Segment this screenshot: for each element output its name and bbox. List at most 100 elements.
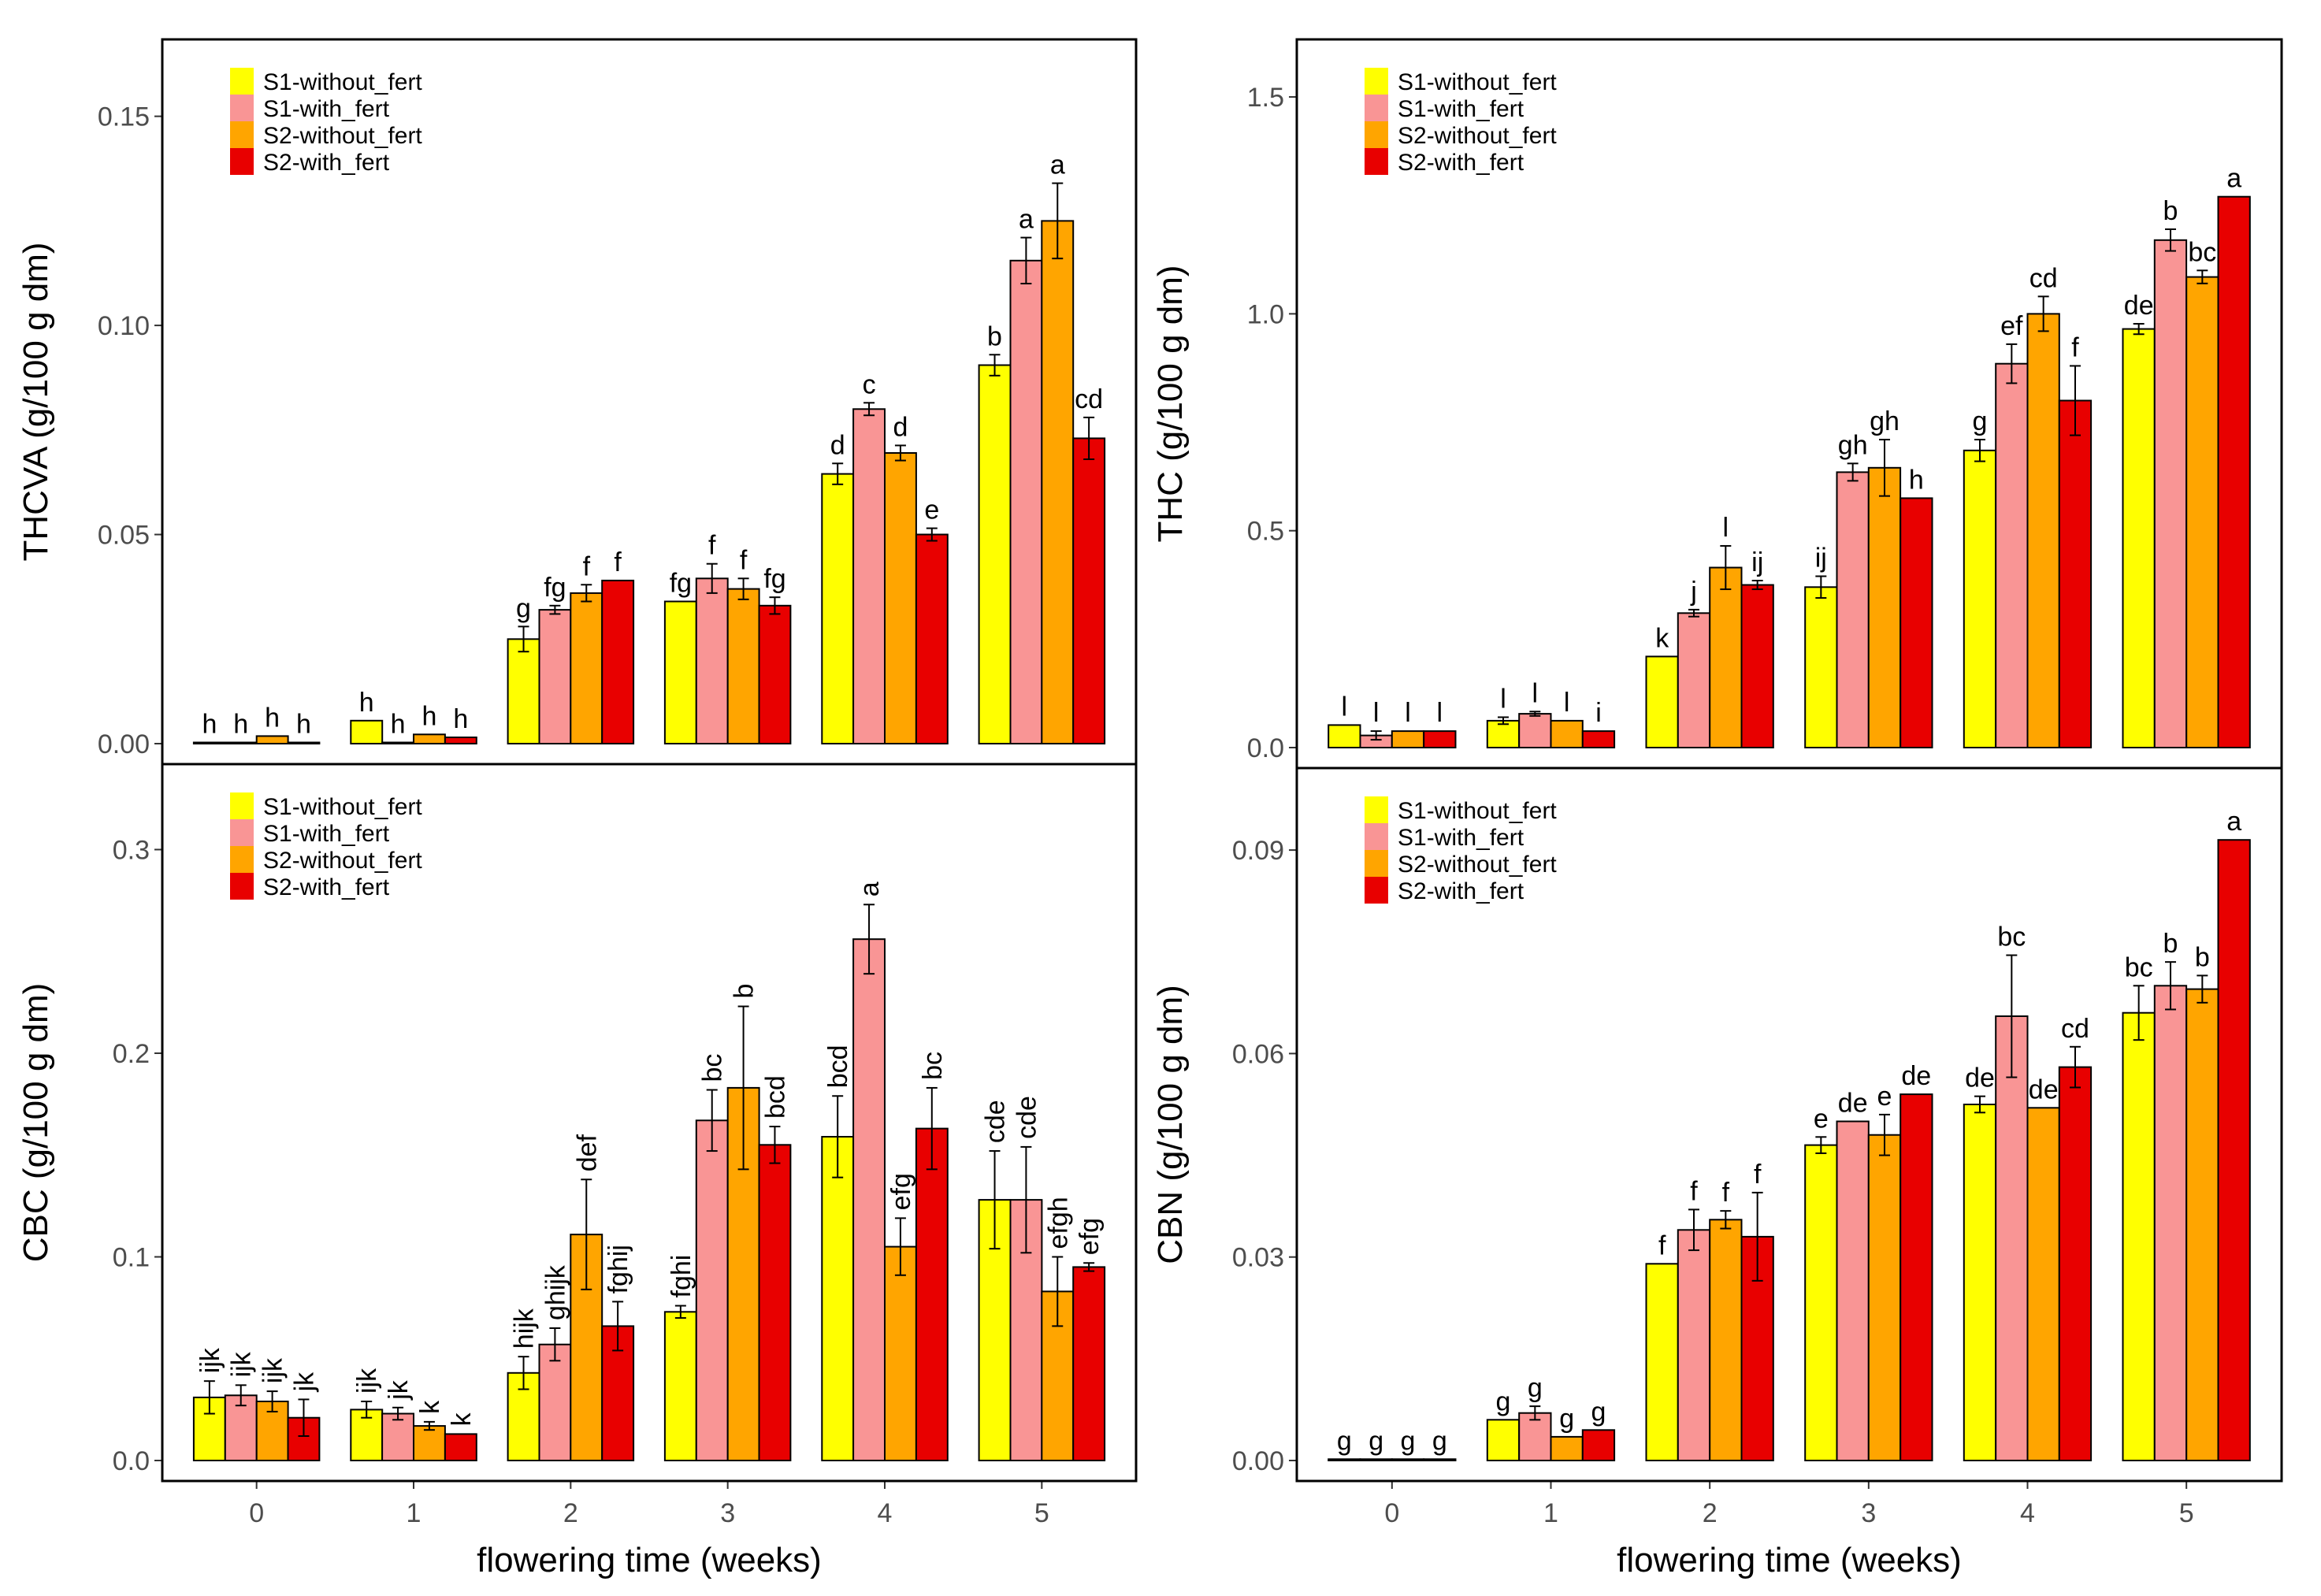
significance-letter: cd [2029, 263, 2058, 293]
significance-letter: bc [2125, 952, 2153, 982]
bar [1550, 719, 1584, 749]
bar [2153, 239, 2188, 748]
significance-letter: b [2163, 929, 2178, 959]
x-tick-label: 2 [563, 1498, 578, 1528]
bar [1391, 730, 1425, 748]
significance-letter: l [1532, 678, 1539, 708]
legend-swatch [1365, 95, 1388, 121]
significance-letter: a [2226, 807, 2241, 837]
bar [915, 1127, 949, 1461]
legend-label: S1-without_fert [1398, 798, 1557, 824]
bar [695, 1119, 729, 1462]
y-axis-title: CBC (g/100 g dm) [17, 983, 55, 1263]
bar [884, 1245, 917, 1461]
bar [1645, 1263, 1679, 1462]
x-tick-label: 5 [1034, 1498, 1049, 1528]
significance-letter: a [1019, 205, 1034, 235]
x-tick-label: 1 [1543, 1498, 1558, 1528]
legend-label: S2-with_fert [1398, 150, 1524, 176]
significance-letter: fg [763, 564, 785, 594]
bar [2217, 839, 2251, 1461]
bar [1486, 719, 1521, 749]
bar [192, 741, 226, 744]
significance-letter: f [1658, 1230, 1666, 1260]
bar [1867, 466, 1902, 748]
y-tick-label: 1.0 [1247, 299, 1284, 329]
significance-letter: g [1559, 1404, 1574, 1434]
significance-letter: h [391, 710, 406, 740]
bar [663, 600, 697, 744]
significance-letter: f [1690, 1176, 1698, 1206]
significance-letter: bc [2188, 237, 2216, 267]
legend-swatch [230, 819, 254, 846]
significance-letter: bc [918, 1052, 948, 1080]
significance-letter: gh [1838, 430, 1868, 460]
significance-letter: g [516, 593, 531, 623]
significance-letter: bc [698, 1054, 728, 1082]
bar [1900, 497, 1933, 749]
y-tick-label: 0.06 [1232, 1039, 1284, 1069]
bar [1072, 437, 1106, 745]
bar [224, 741, 258, 744]
bar [884, 452, 917, 744]
significance-letter: b [2163, 196, 2178, 226]
significance-letter: ijk [195, 1347, 225, 1373]
significance-letter: l [1405, 698, 1411, 728]
x-tick-label: 5 [2179, 1498, 2194, 1528]
significance-letter: h [296, 710, 311, 740]
y-tick-label: 0.00 [1232, 1446, 1284, 1476]
bar [1963, 1104, 1997, 1461]
legend-swatch [1365, 796, 1388, 823]
bar [1359, 1458, 1393, 1462]
bar [695, 577, 729, 744]
significance-letter: c [863, 369, 876, 399]
significance-letter: cde [981, 1100, 1011, 1143]
x-tick-label: 4 [878, 1498, 893, 1528]
significance-letter: cd [1075, 384, 1103, 414]
legend-label: S1-with_fert [263, 96, 390, 122]
legend-swatch [230, 846, 254, 873]
x-axis-title: flowering time (weeks) [477, 1541, 822, 1579]
legend-swatch [1365, 823, 1388, 850]
significance-letter: a [2226, 164, 2241, 194]
bar [1423, 730, 1457, 748]
significance-letter: g [1368, 1426, 1383, 1456]
significance-letter: hijk [510, 1308, 540, 1349]
x-axis-title: flowering time (weeks) [1617, 1541, 1962, 1579]
bar [413, 1425, 446, 1461]
significance-letter: h [202, 710, 217, 740]
significance-letter: f [583, 551, 591, 581]
bar [1391, 1458, 1425, 1462]
legend-label: S1-without_fert [263, 69, 422, 95]
significance-letter: h [421, 701, 436, 731]
bar [444, 1433, 477, 1462]
y-tick-label: 0.1 [113, 1242, 150, 1272]
legend-swatch [230, 148, 254, 175]
legend-swatch [230, 792, 254, 819]
bar [1709, 566, 1743, 748]
significance-letter: h [359, 688, 374, 718]
legend-swatch [230, 95, 254, 121]
significance-letter: de [1965, 1063, 1995, 1093]
bar [2185, 988, 2219, 1461]
bar [1900, 1093, 1933, 1461]
significance-letter: l [1373, 698, 1380, 728]
x-tick-label: 4 [2020, 1498, 2035, 1528]
significance-letter: g [1973, 406, 1988, 436]
significance-letter: f [1722, 1178, 1730, 1208]
bar [726, 1086, 760, 1462]
legend-label: S2-with_fert [1398, 878, 1524, 904]
significance-letter: b [987, 321, 1002, 351]
significance-letter: efgh [1043, 1197, 1073, 1249]
significance-letter: ef [2000, 311, 2023, 341]
bar [1995, 1015, 2029, 1461]
significance-letter: k [1655, 623, 1669, 653]
bar [1072, 1266, 1106, 1462]
y-tick-label: 0.2 [113, 1039, 150, 1069]
y-tick-label: 0.0 [1247, 733, 1284, 763]
legend-label: S2-with_fert [263, 150, 390, 176]
y-tick-label: 0.15 [98, 102, 150, 132]
bar [381, 1412, 415, 1461]
